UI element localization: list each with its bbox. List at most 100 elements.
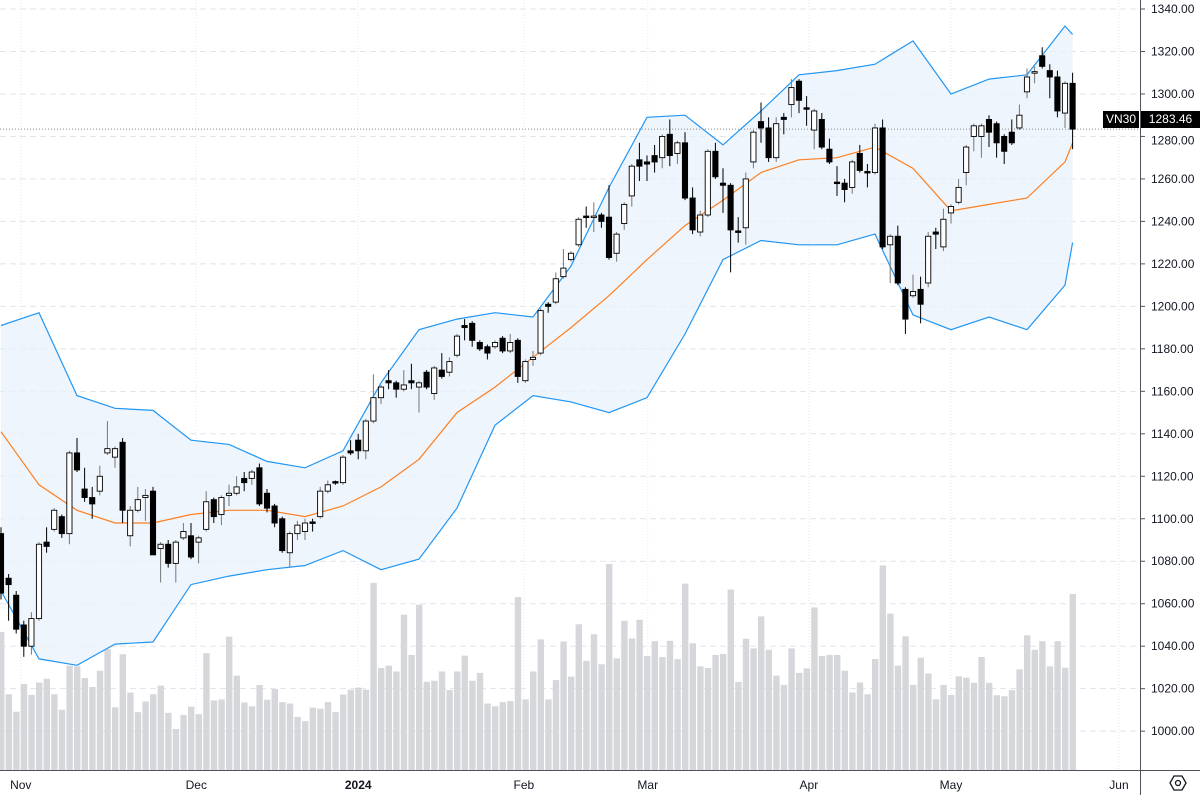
candle-down	[20, 624, 27, 647]
volume-bar	[385, 665, 392, 770]
price-axis[interactable]: 1000.00 1020.00 1040.00 1060.00 1080.00 1100.…	[1140, 2, 1195, 738]
volume-bar	[1039, 641, 1046, 770]
volume-bar	[955, 676, 962, 770]
candle-down	[902, 288, 909, 320]
volume-bar	[438, 671, 446, 770]
volume-bar	[172, 729, 180, 770]
candle-up	[111, 448, 119, 458]
volume-bar	[180, 714, 187, 770]
volume-bar	[13, 711, 20, 770]
volume-bar	[248, 706, 256, 770]
candle-up	[491, 342, 499, 348]
volume-bar	[963, 677, 970, 770]
volume-bar	[43, 678, 50, 770]
candle-up	[529, 356, 537, 360]
volume-bar	[492, 706, 499, 770]
volume-bar	[233, 675, 240, 770]
volume-bar	[803, 668, 810, 770]
candle-down	[689, 197, 696, 231]
volume-bar	[446, 690, 453, 770]
candle-up	[621, 203, 628, 224]
volume-bar	[826, 654, 833, 770]
volume-bar	[408, 654, 415, 770]
volume-bar	[142, 701, 149, 770]
volume-bar	[970, 682, 978, 770]
volume-bar	[499, 702, 506, 770]
candle-up	[218, 497, 225, 515]
candle-up	[1016, 114, 1023, 129]
upper-band-line	[0, 25, 1074, 469]
time-axis[interactable]: Nov Dec 2024 Feb Mar Apr May Jun	[10, 778, 1129, 792]
volume-bar	[621, 620, 628, 770]
volume-bar	[165, 712, 172, 770]
candle-down	[423, 371, 430, 388]
candle-down	[803, 107, 810, 110]
candle-down	[0, 533, 5, 594]
y-tick-label: 1220.00	[1151, 257, 1195, 271]
volume-bar	[324, 702, 332, 770]
volume-bar	[134, 712, 142, 770]
candle-down	[5, 577, 12, 586]
candle-up	[909, 291, 917, 297]
volume-bar	[400, 614, 408, 770]
lower-band-line	[0, 233, 1074, 666]
candle-up	[324, 484, 331, 492]
volume-bar	[568, 676, 575, 770]
candle-up	[203, 501, 210, 530]
volume-bar	[864, 694, 871, 770]
volume-bar	[978, 657, 985, 770]
candle-up	[871, 127, 879, 173]
candle-up	[963, 146, 970, 173]
candle-up	[788, 87, 795, 106]
volume-bar	[872, 659, 879, 770]
y-tick-label: 1340.00	[1151, 2, 1195, 16]
volume-bar	[279, 702, 286, 770]
candle-up	[674, 142, 681, 154]
volume-bar	[856, 682, 864, 770]
volume-bar	[940, 684, 947, 770]
y-tick-label: 1280.00	[1151, 133, 1195, 147]
volume-bar	[271, 689, 278, 770]
volume-bar	[5, 694, 12, 770]
volume-bar	[636, 619, 643, 770]
volume-bar	[210, 700, 218, 770]
volume-bar	[522, 699, 529, 770]
candle-down	[894, 235, 901, 284]
candle-up	[370, 397, 377, 422]
candle-up	[773, 123, 780, 159]
volume-bar	[203, 653, 210, 770]
candle-down	[263, 492, 271, 509]
candle-up	[940, 218, 947, 248]
candle-down	[484, 346, 491, 354]
candle-up	[697, 214, 704, 233]
candle-down	[917, 288, 924, 305]
candle-down	[1054, 76, 1061, 112]
candle-up	[750, 131, 757, 163]
volume-bar	[537, 639, 544, 770]
candle-down	[818, 118, 825, 148]
middle-band-line	[0, 142, 1074, 524]
candle-down	[514, 339, 521, 377]
y-tick-label: 1020.00	[1151, 682, 1195, 696]
settings-icon[interactable]	[1167, 773, 1189, 793]
symbol-label: VN30	[1103, 111, 1139, 128]
candle-up	[225, 492, 233, 496]
volume-bar	[507, 701, 514, 770]
candle-down	[438, 369, 445, 377]
volume-bar	[1054, 641, 1061, 770]
candle-down	[58, 516, 65, 535]
y-tick-label: 1120.00	[1151, 469, 1194, 483]
candle-down	[712, 150, 719, 178]
candle-down	[393, 382, 400, 390]
volume-bar	[993, 695, 1000, 770]
candle-up	[142, 494, 149, 498]
candle-up	[377, 386, 385, 399]
volume-bar	[461, 655, 468, 770]
volume-bar	[758, 616, 765, 770]
candle-up	[978, 125, 985, 137]
volume-bar	[127, 692, 134, 770]
candle-down	[879, 127, 886, 248]
volume-bar	[742, 638, 750, 770]
candle-up	[104, 448, 111, 454]
